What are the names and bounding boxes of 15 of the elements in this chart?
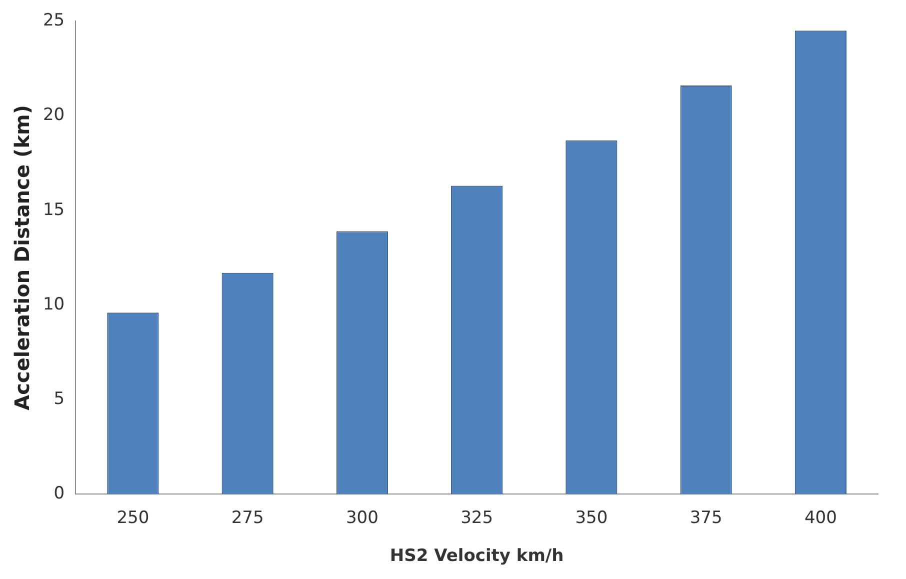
x-tick-label: 300	[346, 508, 378, 528]
y-axis-title: Acceleration Distance (km)	[10, 105, 34, 410]
y-tick-label: 10	[42, 294, 65, 314]
x-tick-label: 400	[804, 508, 837, 528]
y-tick-label: 0	[54, 484, 65, 504]
x-axis-title: HS2 Velocity km/h	[390, 546, 564, 566]
y-tick-label: 15	[42, 200, 65, 220]
x-tick-label: 325	[460, 508, 494, 528]
x-tick-label: 375	[690, 508, 722, 528]
x-tick-label: 250	[116, 508, 150, 528]
y-tick-label: 25	[42, 10, 65, 31]
x-tick-label: 350	[575, 508, 608, 528]
x-tick-label: 275	[231, 508, 264, 528]
y-tick-label: 5	[54, 389, 65, 410]
y-tick-label: 20	[42, 105, 65, 126]
